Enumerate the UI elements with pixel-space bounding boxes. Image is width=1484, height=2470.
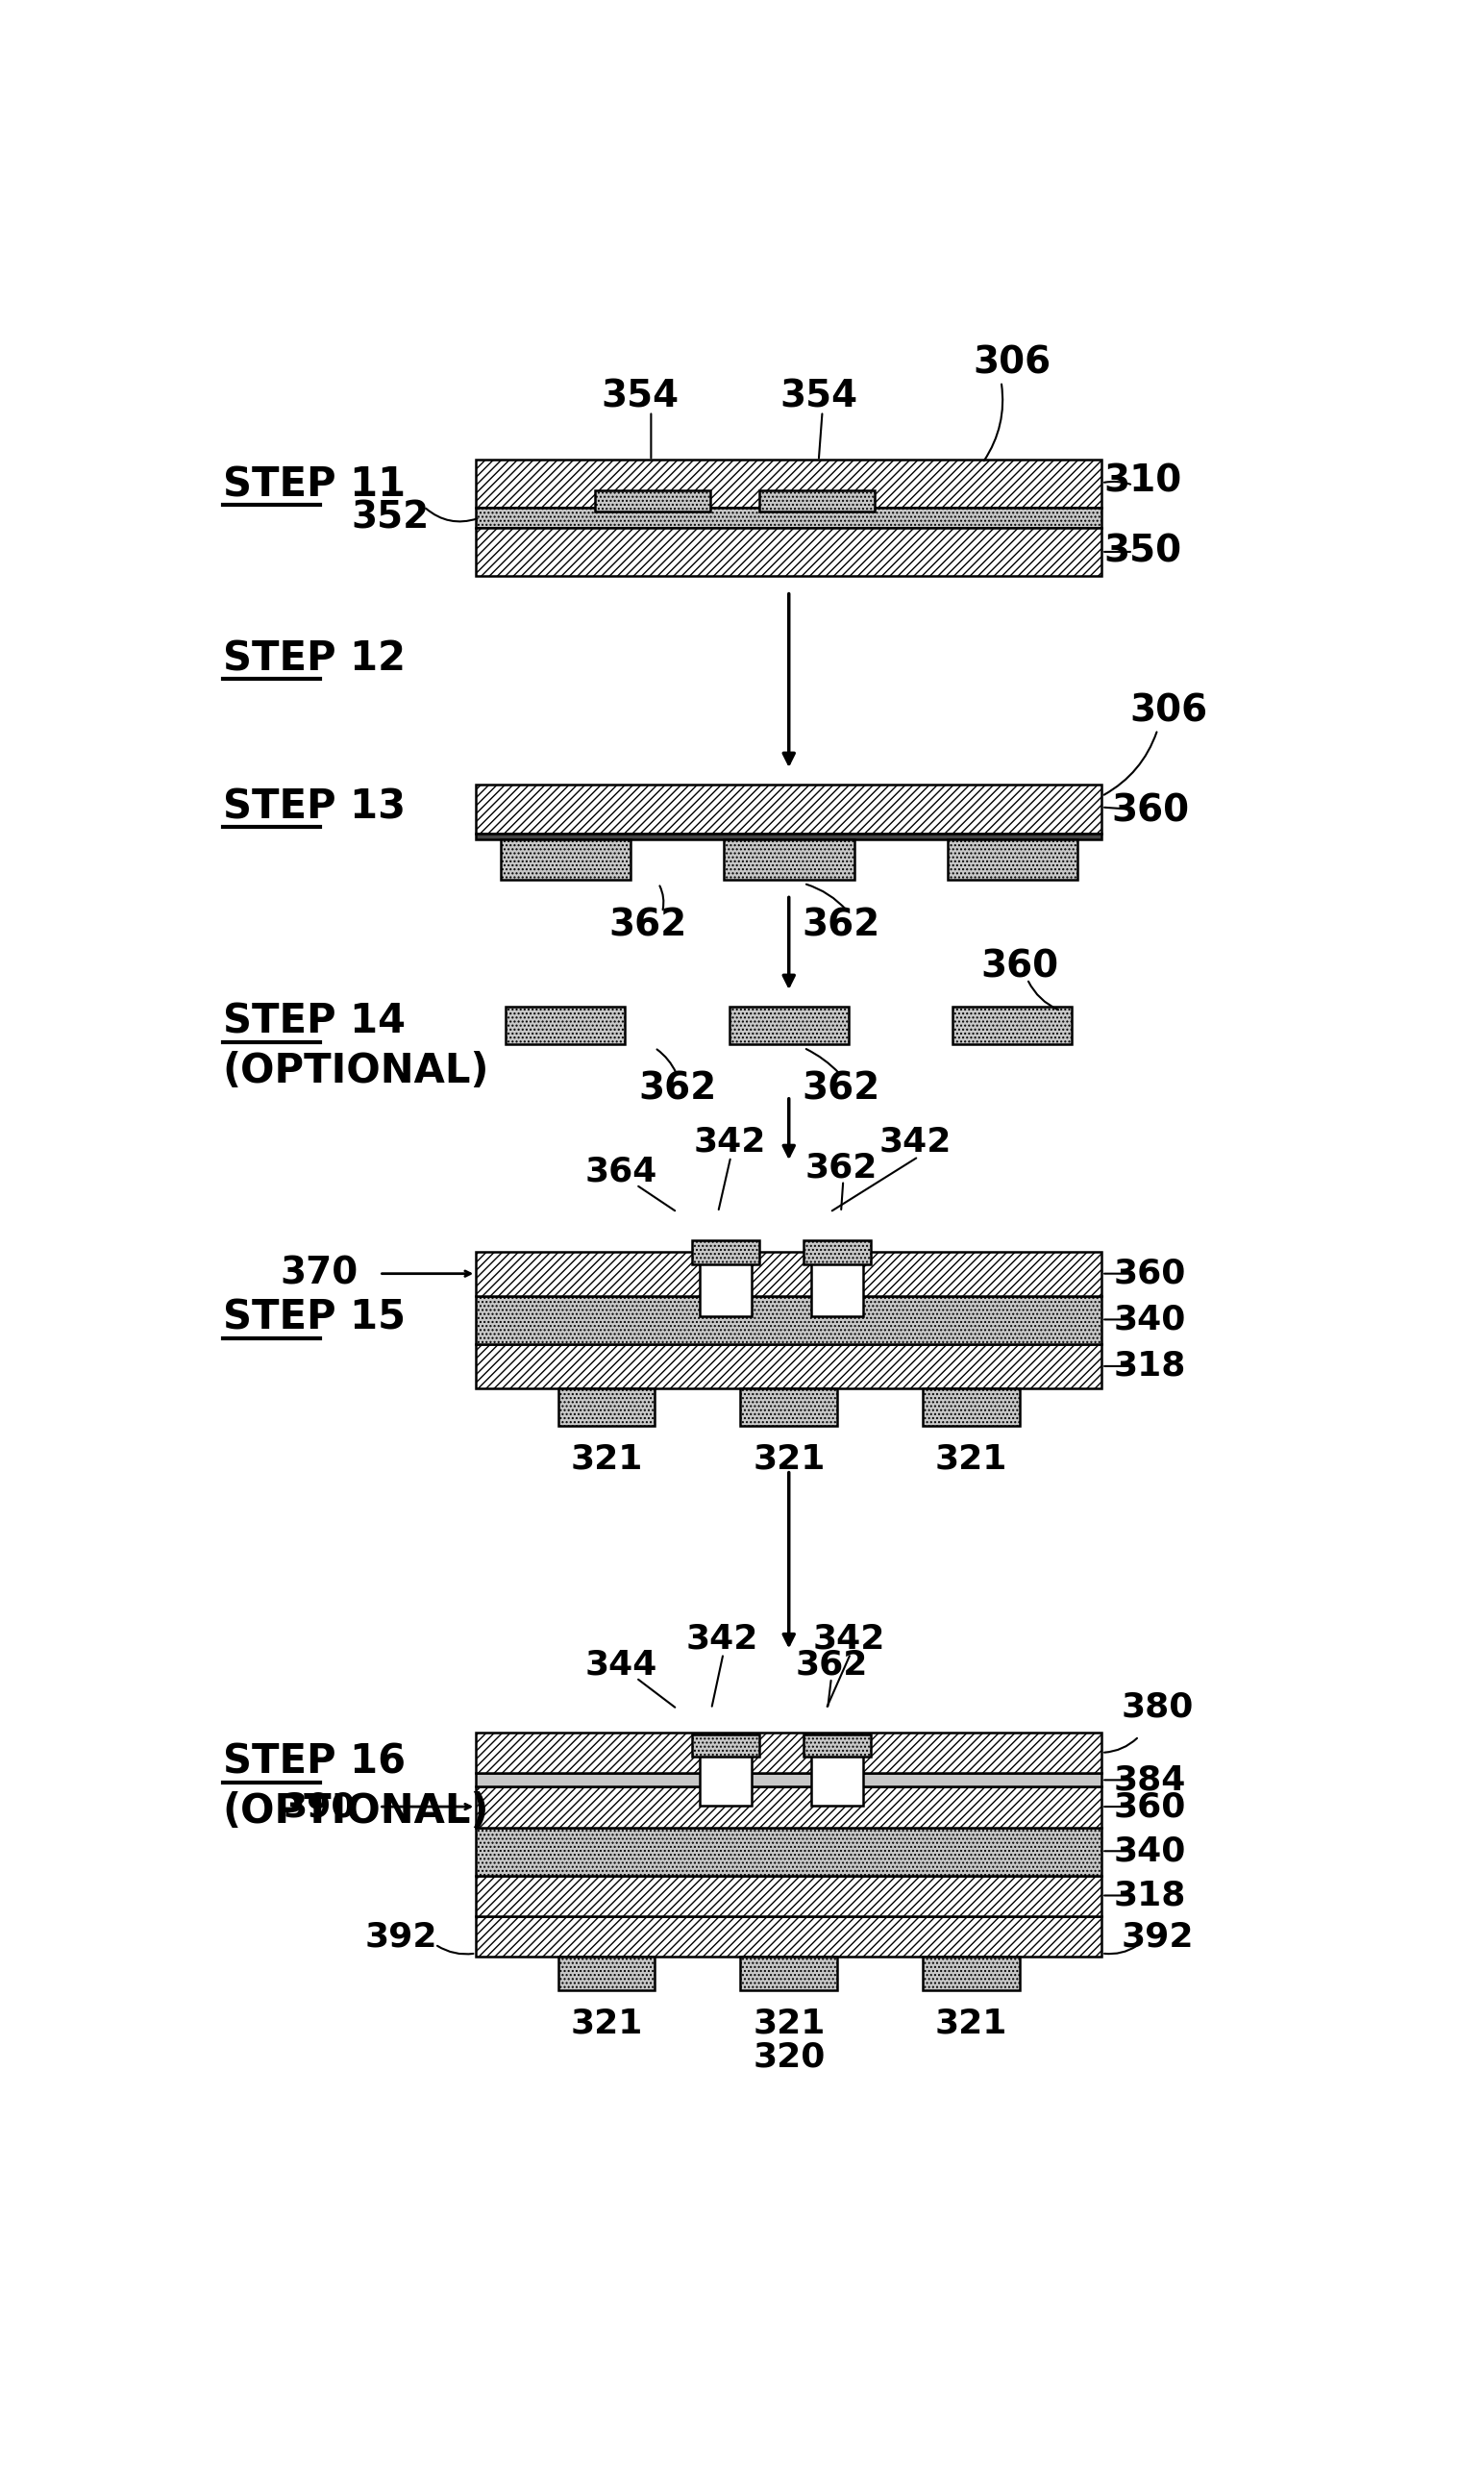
Text: 360: 360 bbox=[1112, 793, 1189, 830]
Bar bbox=[476, 1786, 1101, 1828]
Bar bbox=[953, 1008, 1071, 1045]
Text: 360: 360 bbox=[981, 948, 1058, 986]
Text: (OPTIONAL): (OPTIONAL) bbox=[223, 1791, 490, 1830]
Bar bbox=[476, 1828, 1101, 1875]
Text: 321: 321 bbox=[570, 1442, 643, 1475]
Text: 320: 320 bbox=[752, 2040, 825, 2072]
Text: STEP 15: STEP 15 bbox=[223, 1297, 405, 1339]
Text: 362: 362 bbox=[804, 1151, 877, 1183]
Text: 354: 354 bbox=[601, 378, 678, 415]
Bar bbox=[476, 1773, 1101, 1786]
Bar bbox=[500, 840, 631, 879]
Bar bbox=[741, 1956, 837, 1991]
Text: 342: 342 bbox=[879, 1126, 951, 1158]
Text: 342: 342 bbox=[686, 1623, 758, 1655]
Bar bbox=[804, 1734, 871, 1756]
Bar bbox=[692, 1734, 758, 1756]
Bar bbox=[692, 1240, 758, 1265]
Text: 360: 360 bbox=[1114, 1257, 1186, 1289]
Bar bbox=[947, 840, 1077, 879]
Text: 318: 318 bbox=[1114, 1880, 1186, 1912]
Text: 384: 384 bbox=[1114, 1764, 1186, 1796]
Bar bbox=[724, 840, 855, 879]
Text: 342: 342 bbox=[693, 1126, 766, 1158]
Bar bbox=[595, 492, 711, 511]
Bar bbox=[558, 1388, 654, 1425]
Text: 352: 352 bbox=[352, 499, 429, 536]
Text: 318: 318 bbox=[1114, 1349, 1186, 1383]
Bar bbox=[923, 1956, 1020, 1991]
Bar bbox=[476, 1731, 1101, 1773]
Text: 362: 362 bbox=[801, 906, 880, 944]
Bar bbox=[729, 1008, 849, 1045]
Text: 321: 321 bbox=[570, 2008, 643, 2040]
Text: 362: 362 bbox=[608, 906, 687, 944]
Text: 321: 321 bbox=[752, 1442, 825, 1475]
Text: 362: 362 bbox=[801, 1070, 880, 1107]
Bar bbox=[476, 1875, 1101, 1917]
Bar bbox=[476, 1917, 1101, 1956]
Text: 340: 340 bbox=[1114, 1304, 1186, 1336]
Text: 321: 321 bbox=[935, 2008, 1008, 2040]
Text: 354: 354 bbox=[779, 378, 858, 415]
Text: 390: 390 bbox=[283, 1791, 356, 1823]
Text: STEP 12: STEP 12 bbox=[223, 640, 405, 679]
Bar bbox=[758, 492, 874, 511]
Text: 340: 340 bbox=[1114, 1835, 1186, 1867]
Bar bbox=[476, 1252, 1101, 1297]
Bar bbox=[558, 1956, 654, 1991]
Text: 344: 344 bbox=[585, 1647, 657, 1682]
Bar bbox=[699, 1754, 751, 1806]
Bar bbox=[699, 1262, 751, 1317]
Text: 350: 350 bbox=[1104, 534, 1181, 571]
Text: STEP 11: STEP 11 bbox=[223, 464, 405, 506]
Text: 321: 321 bbox=[935, 1442, 1008, 1475]
Bar bbox=[741, 1388, 837, 1425]
Bar bbox=[476, 1344, 1101, 1388]
Bar bbox=[476, 506, 1101, 529]
Text: 380: 380 bbox=[1122, 1689, 1193, 1724]
Bar bbox=[804, 1240, 871, 1265]
Text: STEP 16: STEP 16 bbox=[223, 1741, 405, 1783]
Text: 370: 370 bbox=[280, 1255, 359, 1292]
Text: 306: 306 bbox=[1129, 692, 1208, 729]
Text: STEP 13: STEP 13 bbox=[223, 788, 405, 827]
Text: 392: 392 bbox=[1122, 1922, 1193, 1954]
Bar bbox=[812, 1262, 864, 1317]
Bar bbox=[923, 1388, 1020, 1425]
Bar bbox=[476, 459, 1101, 506]
Text: 364: 364 bbox=[585, 1156, 657, 1188]
Bar bbox=[506, 1008, 625, 1045]
Bar bbox=[476, 785, 1101, 832]
Bar bbox=[476, 1297, 1101, 1344]
Bar bbox=[812, 1754, 864, 1806]
Text: 392: 392 bbox=[365, 1922, 438, 1954]
Text: 321: 321 bbox=[752, 2008, 825, 2040]
Text: 362: 362 bbox=[638, 1070, 717, 1107]
Bar bbox=[476, 832, 1101, 840]
Text: 310: 310 bbox=[1104, 464, 1181, 499]
Text: 360: 360 bbox=[1114, 1791, 1186, 1823]
Text: 306: 306 bbox=[974, 346, 1051, 380]
Text: STEP 14: STEP 14 bbox=[223, 1003, 405, 1042]
Text: (OPTIONAL): (OPTIONAL) bbox=[223, 1050, 490, 1092]
Text: 342: 342 bbox=[812, 1623, 884, 1655]
Text: 362: 362 bbox=[795, 1647, 868, 1682]
Bar bbox=[476, 529, 1101, 576]
